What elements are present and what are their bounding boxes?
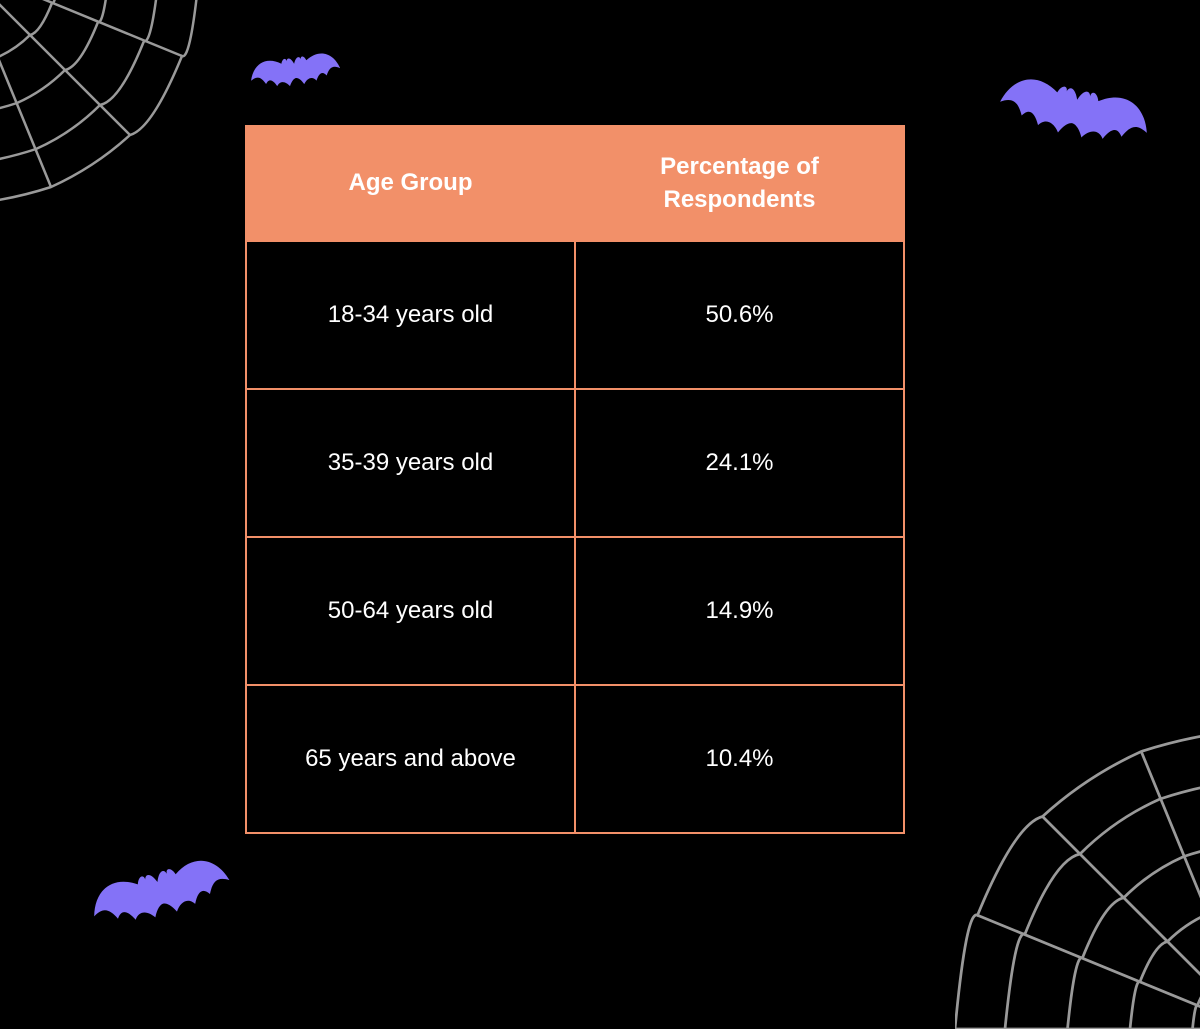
table-row: 35-39 years old24.1% xyxy=(246,389,904,537)
table-cell: 10.4% xyxy=(575,685,904,833)
table-cell: 35-39 years old xyxy=(246,389,575,537)
table-row: 65 years and above10.4% xyxy=(246,685,904,833)
column-header: Age Group xyxy=(246,126,575,241)
table-cell: 14.9% xyxy=(575,537,904,685)
table-cell: 50-64 years old xyxy=(246,537,575,685)
bat-icon xyxy=(90,854,230,929)
data-table: Age GroupPercentage of Respondents18-34 … xyxy=(245,125,905,834)
spiderweb-icon xyxy=(955,729,1200,1029)
spiderweb-icon xyxy=(0,0,200,205)
table-cell: 65 years and above xyxy=(246,685,575,833)
bat-icon xyxy=(1000,70,1150,150)
table-cell: 50.6% xyxy=(575,241,904,389)
table-row: 18-34 years old50.6% xyxy=(246,241,904,389)
table-row: 50-64 years old14.9% xyxy=(246,537,904,685)
table-cell: 18-34 years old xyxy=(246,241,575,389)
bat-icon xyxy=(250,45,340,95)
column-header: Percentage of Respondents xyxy=(575,126,904,241)
table-cell: 24.1% xyxy=(575,389,904,537)
